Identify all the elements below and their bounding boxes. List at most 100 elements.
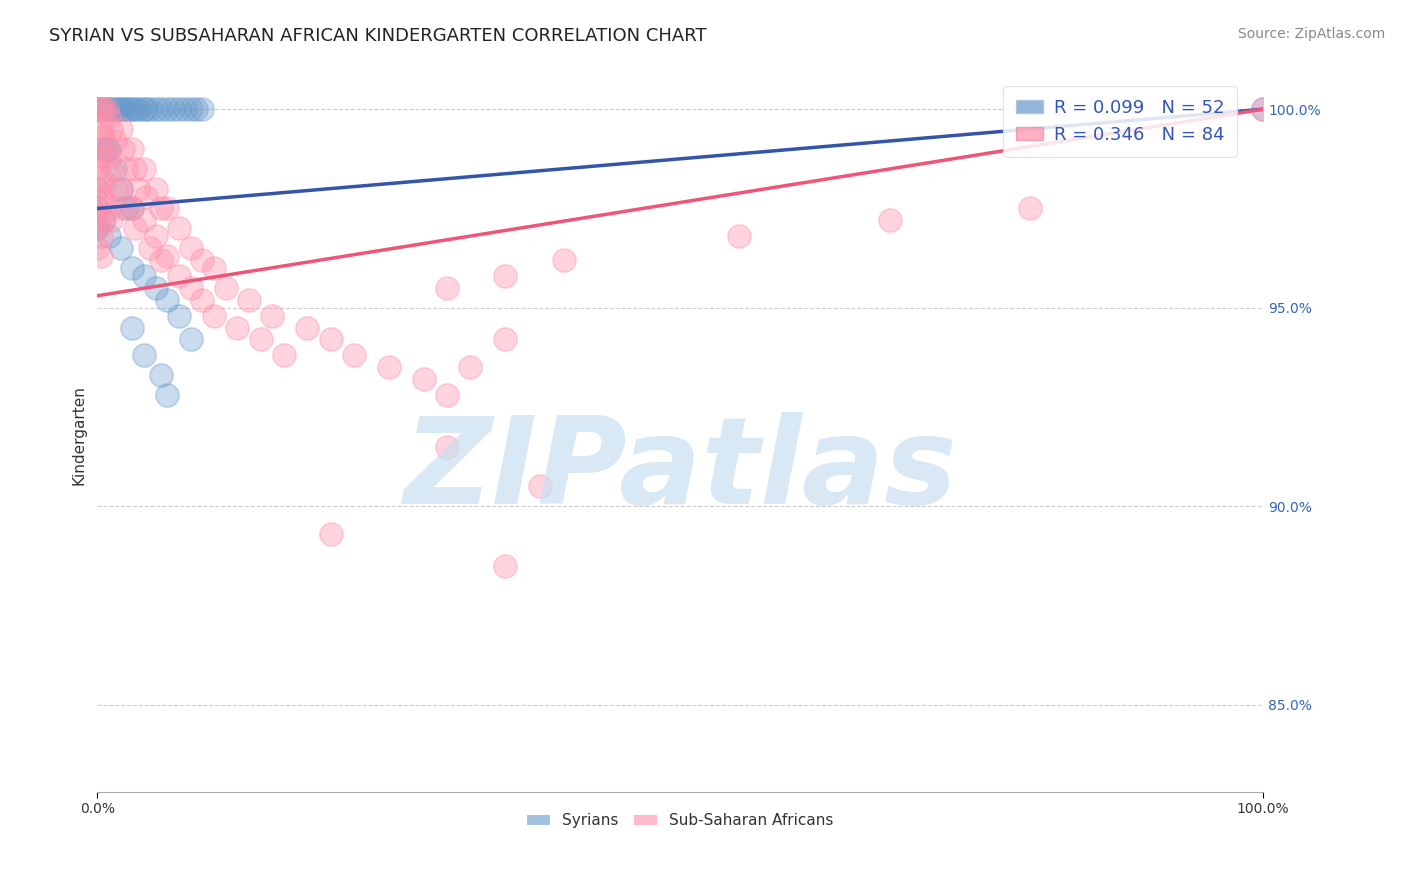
Point bbox=[150, 368, 173, 383]
Point bbox=[124, 161, 146, 176]
Point bbox=[156, 249, 179, 263]
Point bbox=[111, 202, 134, 216]
Point bbox=[93, 213, 115, 227]
Point bbox=[249, 333, 271, 347]
Point bbox=[86, 221, 108, 235]
Point bbox=[110, 102, 132, 116]
Point bbox=[96, 142, 118, 156]
Point bbox=[135, 102, 157, 116]
Point bbox=[86, 221, 108, 235]
Point bbox=[110, 241, 132, 255]
Point bbox=[150, 102, 173, 116]
Point bbox=[145, 102, 167, 116]
Point bbox=[98, 202, 121, 216]
Point bbox=[226, 320, 249, 334]
Point bbox=[156, 388, 179, 402]
Point bbox=[121, 202, 143, 216]
Point bbox=[86, 102, 108, 116]
Point bbox=[86, 202, 108, 216]
Point bbox=[121, 142, 143, 156]
Point bbox=[191, 293, 214, 307]
Point bbox=[121, 102, 143, 116]
Point bbox=[98, 110, 121, 124]
Point bbox=[494, 268, 516, 283]
Point bbox=[90, 150, 112, 164]
Point bbox=[96, 102, 118, 116]
Point bbox=[132, 161, 155, 176]
Point bbox=[145, 181, 167, 195]
Point bbox=[494, 333, 516, 347]
Point bbox=[150, 253, 173, 268]
Point bbox=[139, 241, 162, 255]
Point bbox=[319, 527, 342, 541]
Point bbox=[91, 194, 114, 208]
Point bbox=[180, 241, 202, 255]
Point bbox=[111, 102, 134, 116]
Point bbox=[124, 221, 146, 235]
Point bbox=[104, 134, 127, 148]
Point bbox=[412, 372, 434, 386]
Point bbox=[127, 102, 149, 116]
Point bbox=[91, 102, 114, 116]
Point bbox=[98, 102, 121, 116]
Point bbox=[436, 440, 458, 454]
Point bbox=[86, 241, 108, 255]
Point bbox=[86, 161, 108, 176]
Point bbox=[202, 260, 225, 275]
Point bbox=[145, 229, 167, 244]
Point bbox=[378, 360, 401, 375]
Point bbox=[91, 213, 114, 227]
Point bbox=[91, 142, 114, 156]
Point bbox=[100, 161, 122, 176]
Text: ZIPatlas: ZIPatlas bbox=[404, 412, 957, 529]
Point bbox=[90, 249, 112, 263]
Point bbox=[1251, 102, 1274, 116]
Point bbox=[91, 130, 114, 145]
Point bbox=[529, 479, 551, 493]
Point bbox=[96, 102, 118, 116]
Point bbox=[115, 202, 138, 216]
Point bbox=[167, 221, 190, 235]
Point bbox=[167, 309, 190, 323]
Point bbox=[100, 213, 122, 227]
Point bbox=[100, 122, 122, 136]
Point bbox=[180, 102, 202, 116]
Point bbox=[110, 181, 132, 195]
Point bbox=[98, 150, 121, 164]
Point bbox=[125, 102, 148, 116]
Point bbox=[132, 348, 155, 362]
Point bbox=[86, 122, 108, 136]
Point bbox=[156, 293, 179, 307]
Point bbox=[115, 102, 138, 116]
Point bbox=[180, 333, 202, 347]
Point bbox=[90, 122, 112, 136]
Point bbox=[118, 102, 141, 116]
Point bbox=[121, 320, 143, 334]
Point bbox=[139, 102, 162, 116]
Point bbox=[98, 229, 121, 244]
Point bbox=[104, 161, 127, 176]
Point bbox=[104, 102, 127, 116]
Point bbox=[191, 253, 214, 268]
Point bbox=[90, 210, 112, 224]
Point bbox=[180, 281, 202, 295]
Text: SYRIAN VS SUBSAHARAN AFRICAN KINDERGARTEN CORRELATION CHART: SYRIAN VS SUBSAHARAN AFRICAN KINDERGARTE… bbox=[49, 27, 707, 45]
Point bbox=[90, 102, 112, 116]
Point bbox=[727, 229, 749, 244]
Point bbox=[494, 558, 516, 573]
Point bbox=[93, 174, 115, 188]
Point bbox=[273, 348, 295, 362]
Point bbox=[1251, 102, 1274, 116]
Point bbox=[436, 281, 458, 295]
Text: Source: ZipAtlas.com: Source: ZipAtlas.com bbox=[1237, 27, 1385, 41]
Point bbox=[90, 229, 112, 244]
Point bbox=[186, 102, 208, 116]
Point bbox=[93, 150, 115, 164]
Point bbox=[173, 102, 195, 116]
Point bbox=[132, 213, 155, 227]
Point bbox=[90, 102, 112, 116]
Point bbox=[86, 102, 108, 116]
Point bbox=[86, 102, 108, 116]
Point bbox=[436, 388, 458, 402]
Point bbox=[1019, 202, 1042, 216]
